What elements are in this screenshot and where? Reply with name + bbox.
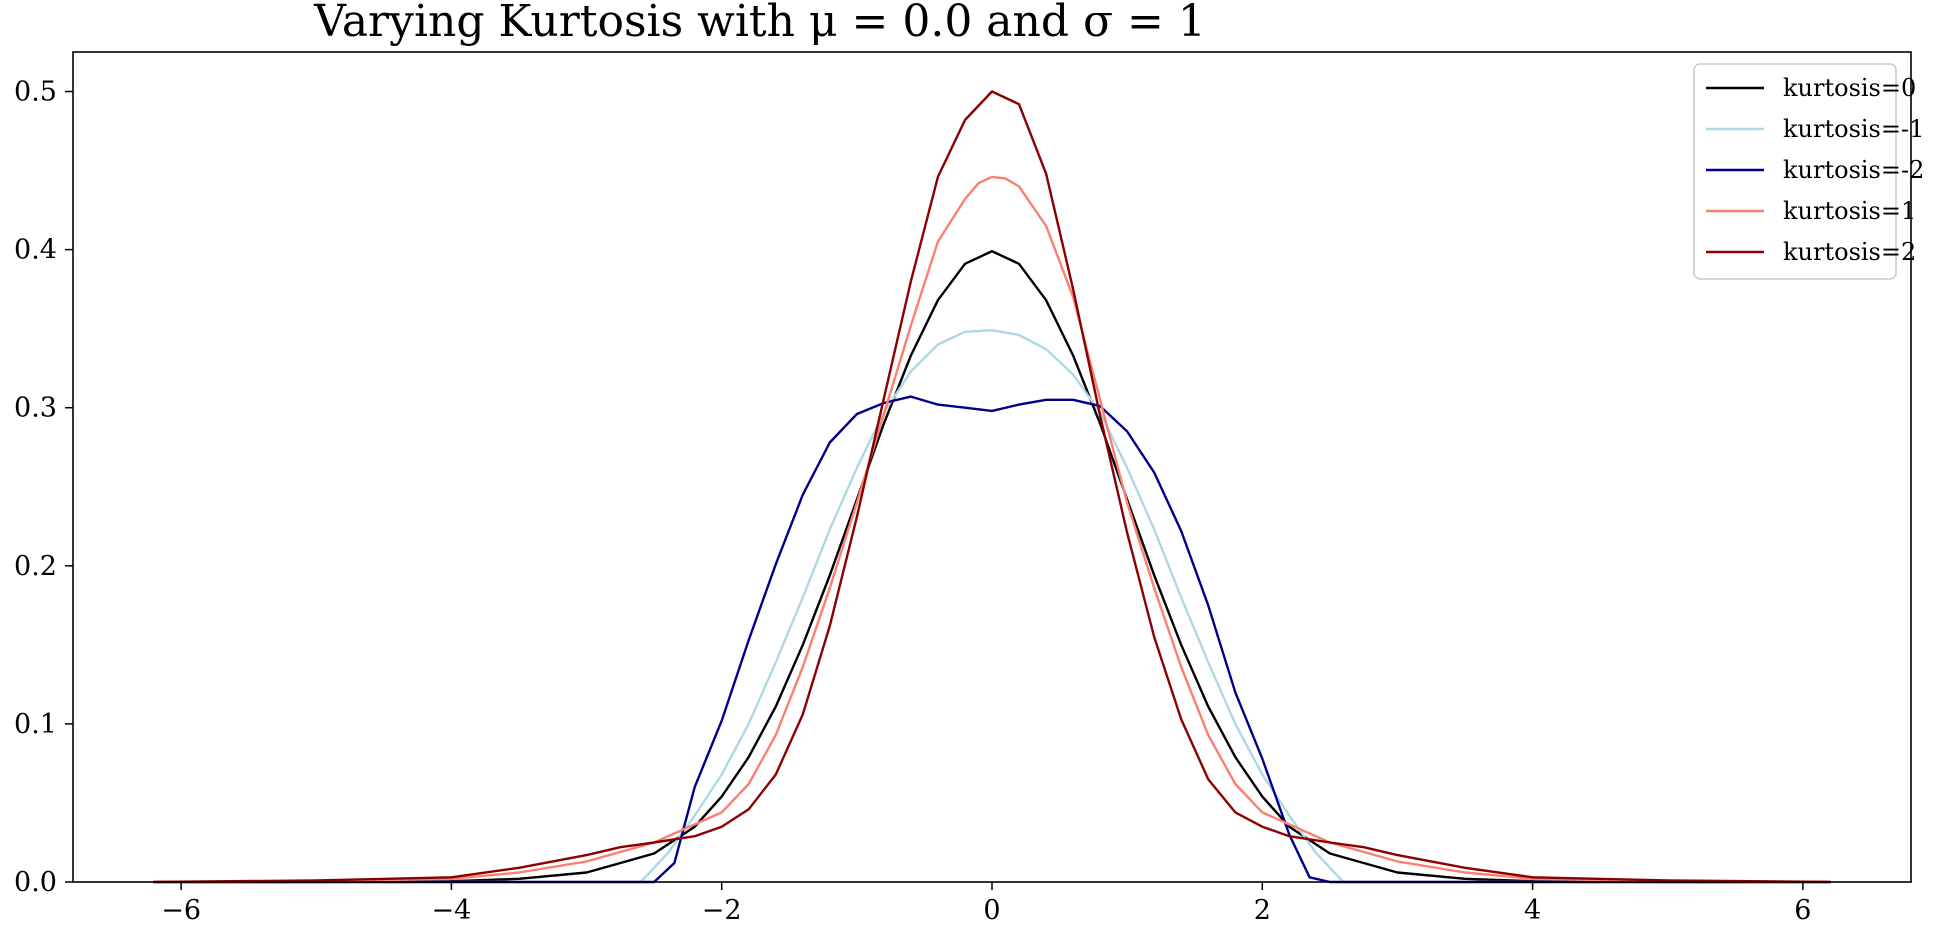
legend: kurtosis=0 kurtosis=-1 kurtosis=-2 kurtosis… bbox=[1693, 63, 1924, 280]
x-tick-label: 0 bbox=[983, 895, 1000, 926]
y-tick-label: 0.3 bbox=[14, 393, 57, 424]
series-line-4 bbox=[152, 175, 1832, 884]
y-axis: 0.0 0.1 0.2 0.3 0.4 0.5 bbox=[14, 77, 73, 898]
plot-area bbox=[73, 52, 1911, 882]
x-tick-label: −4 bbox=[432, 895, 472, 926]
legend-label: kurtosis=2 bbox=[1783, 238, 1916, 266]
y-tick-label: 0.4 bbox=[14, 235, 57, 266]
chart-title: Varying Kurtosis with μ = 0.0 and σ = 1 bbox=[313, 0, 1206, 47]
y-tick-label: 0.2 bbox=[14, 551, 57, 582]
legend-label: kurtosis=0 bbox=[1783, 74, 1916, 102]
legend-label: kurtosis=1 bbox=[1783, 197, 1916, 225]
y-tick-label: 0.5 bbox=[14, 77, 57, 108]
series-line-3 bbox=[152, 395, 1832, 884]
x-tick-label: −6 bbox=[161, 895, 201, 926]
series-line-2 bbox=[152, 329, 1832, 884]
legend-label: kurtosis=-1 bbox=[1783, 115, 1924, 143]
x-axis: −6 −4 −2 0 2 4 6 bbox=[161, 882, 1811, 926]
x-tick-label: 4 bbox=[1524, 895, 1541, 926]
legend-label: kurtosis=-2 bbox=[1783, 156, 1924, 184]
y-tick-label: 0.0 bbox=[14, 867, 57, 898]
x-tick-label: 2 bbox=[1254, 895, 1271, 926]
y-tick-label: 0.1 bbox=[14, 709, 57, 740]
x-tick-label: −2 bbox=[702, 895, 742, 926]
x-tick-label: 6 bbox=[1794, 895, 1811, 926]
legend-box bbox=[1693, 63, 1897, 280]
series-line-5 bbox=[152, 90, 1832, 884]
series-layer bbox=[152, 90, 1832, 884]
